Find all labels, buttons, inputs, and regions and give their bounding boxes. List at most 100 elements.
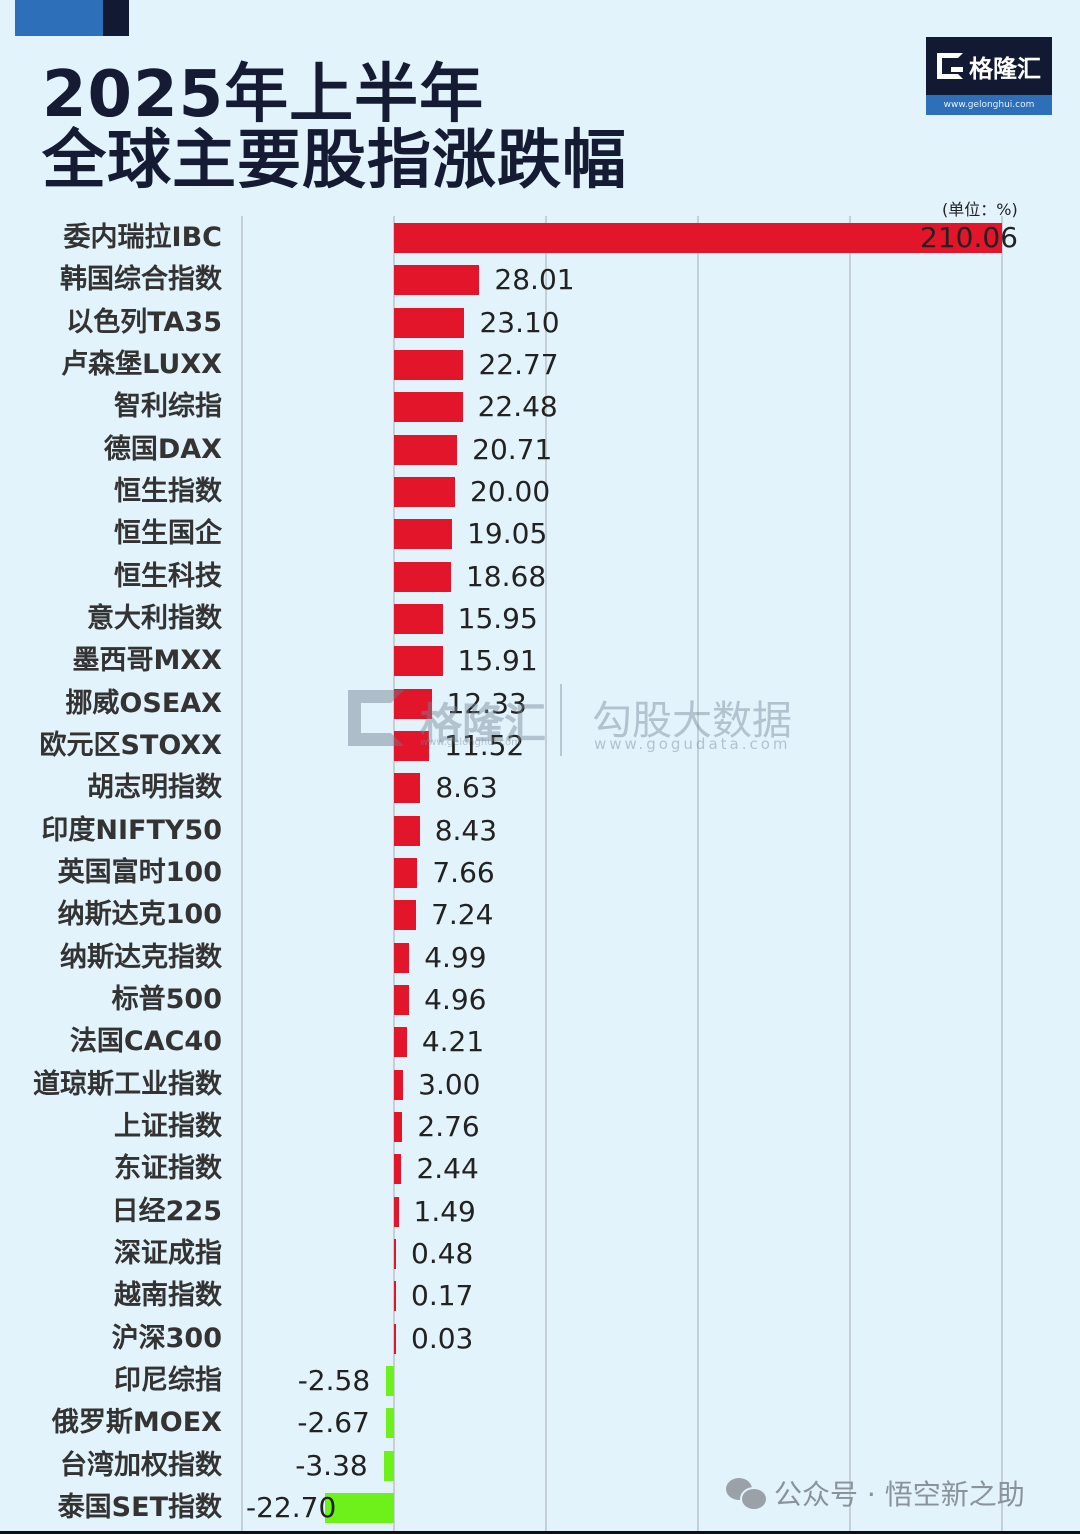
bar	[394, 1027, 407, 1058]
chart-row: 东证指数 2.44	[0, 1148, 1080, 1190]
chart-row: 欧元区STOXX 11.52	[0, 725, 1080, 767]
value-label: 20.00	[470, 474, 551, 508]
bar	[394, 773, 421, 804]
value-label: 2.44	[416, 1152, 479, 1186]
value-label: 3.00	[418, 1067, 481, 1101]
value-label: 20.71	[472, 432, 553, 466]
category-label: 意大利指数	[87, 602, 222, 634]
chart-row: 越南指数 0.17	[0, 1275, 1080, 1317]
chart-title: 2025年上半年 全球主要股指涨跌幅	[42, 62, 627, 194]
chart-row: 恒生科技 18.68	[0, 556, 1080, 598]
category-label: 法国CAC40	[69, 1026, 222, 1058]
watermark-brand2-url: www.gogudata.com	[594, 735, 791, 753]
bar	[394, 1281, 396, 1312]
bar	[394, 730, 430, 761]
chart-row: 纳斯达克指数 4.99	[0, 937, 1080, 979]
bar	[394, 1069, 404, 1100]
category-label: 韩国综合指数	[60, 264, 222, 296]
footer-credit: 公众号 · 悟空新之助	[726, 1473, 1025, 1513]
category-label: 印尼综指	[114, 1364, 222, 1396]
watermark-brand2: 勾股大数据	[592, 698, 792, 744]
value-label: 15.91	[457, 644, 538, 678]
category-label: 道琼斯工业指数	[33, 1068, 222, 1100]
watermark-brand1: 格隆汇	[420, 699, 547, 748]
value-label: 19.05	[467, 517, 548, 551]
chart-row: 标普500 4.96	[0, 979, 1080, 1021]
watermark-brand1-url: www.gelonghui.com	[420, 737, 521, 748]
unit-label: (单位：%)	[942, 200, 1018, 219]
title-line-2: 全球主要股指涨跌幅	[42, 124, 627, 198]
category-label: 俄罗斯MOEX	[51, 1407, 222, 1439]
watermark-g-icon	[348, 690, 404, 746]
bar	[394, 603, 443, 634]
bottom-border	[0, 1531, 1080, 1534]
value-label: 7.66	[432, 855, 495, 889]
category-label: 越南指数	[114, 1280, 222, 1312]
category-label: 委内瑞拉IBC	[63, 222, 222, 253]
category-label: 沪深300	[111, 1322, 222, 1354]
value-label: 210.06	[920, 221, 1018, 254]
bar	[394, 1323, 396, 1354]
bar	[394, 307, 465, 338]
logo-text: 格隆汇	[969, 54, 1041, 83]
bar	[394, 1238, 396, 1269]
chart-row: 印度NIFTY50 8.43	[0, 810, 1080, 852]
bar	[394, 519, 453, 550]
category-label: 欧元区STOXX	[39, 729, 223, 761]
value-label: 22.48	[477, 390, 558, 424]
chart-row: 德国DAX 20.71	[0, 429, 1080, 471]
bar	[394, 1196, 399, 1227]
value-label: 2.76	[417, 1109, 480, 1143]
value-label: 0.48	[411, 1236, 474, 1270]
wechat-icon	[726, 1478, 768, 1511]
category-label: 智利综指	[114, 391, 222, 423]
chart-row: 胡志明指数 8.63	[0, 767, 1080, 809]
bar	[394, 223, 1002, 253]
category-label: 恒生科技	[114, 560, 222, 592]
chart-row: 恒生指数 20.00	[0, 471, 1080, 513]
corner-accent-blue	[15, 0, 103, 36]
chart-row: 韩国综合指数 28.01	[0, 259, 1080, 301]
bar	[394, 646, 443, 677]
chart-row: 台湾加权指数 -3.38	[0, 1445, 1080, 1487]
chart-row: 纳斯达克100 7.24	[0, 894, 1080, 936]
value-label: 11.52	[444, 728, 525, 762]
value-label: 4.99	[424, 940, 487, 974]
value-label: 8.63	[435, 771, 498, 805]
title-line-1: 2025年上半年	[42, 58, 485, 132]
chart-row: 俄罗斯MOEX -2.67	[0, 1402, 1080, 1444]
bar	[324, 1492, 394, 1523]
chart-row: 卢森堡LUXX 22.77	[0, 344, 1080, 386]
chart-row: 日经225 1.49	[0, 1191, 1080, 1233]
category-label: 德国DAX	[103, 433, 222, 465]
gridline	[849, 216, 851, 1534]
chart-row: 智利综指 22.48	[0, 386, 1080, 428]
category-label: 东证指数	[114, 1153, 222, 1185]
bar	[385, 1408, 394, 1439]
category-label: 台湾加权指数	[60, 1449, 222, 1481]
bar	[394, 265, 480, 296]
value-label: 8.43	[434, 813, 498, 847]
value-label: -2.58	[297, 1363, 371, 1397]
category-label: 胡志明指数	[87, 772, 222, 804]
gridline	[545, 216, 547, 1534]
g-logo-icon	[937, 53, 963, 79]
chart-row: 以色列TA35 23.10	[0, 302, 1080, 344]
value-label: 1.49	[413, 1194, 476, 1228]
corner-accent-dark	[103, 0, 129, 36]
category-label: 挪威OSEAX	[65, 687, 222, 719]
bar	[386, 1365, 394, 1396]
bar	[383, 1450, 394, 1481]
category-label: 泰国SET指数	[57, 1491, 222, 1523]
bar	[394, 815, 420, 846]
chart-row: 深证成指 0.48	[0, 1233, 1080, 1275]
value-label: 4.96	[424, 982, 487, 1016]
category-label: 墨西哥MXX	[72, 645, 222, 677]
chart-row: 道琼斯工业指数 3.00	[0, 1064, 1080, 1106]
category-label: 印度NIFTY50	[41, 814, 222, 846]
bar	[394, 984, 410, 1015]
bar	[394, 476, 455, 507]
footer-text: 公众号 · 悟空新之助	[774, 1478, 1025, 1511]
chart-row: 泰国SET指数 -22.70	[0, 1487, 1080, 1529]
bar	[394, 900, 417, 931]
